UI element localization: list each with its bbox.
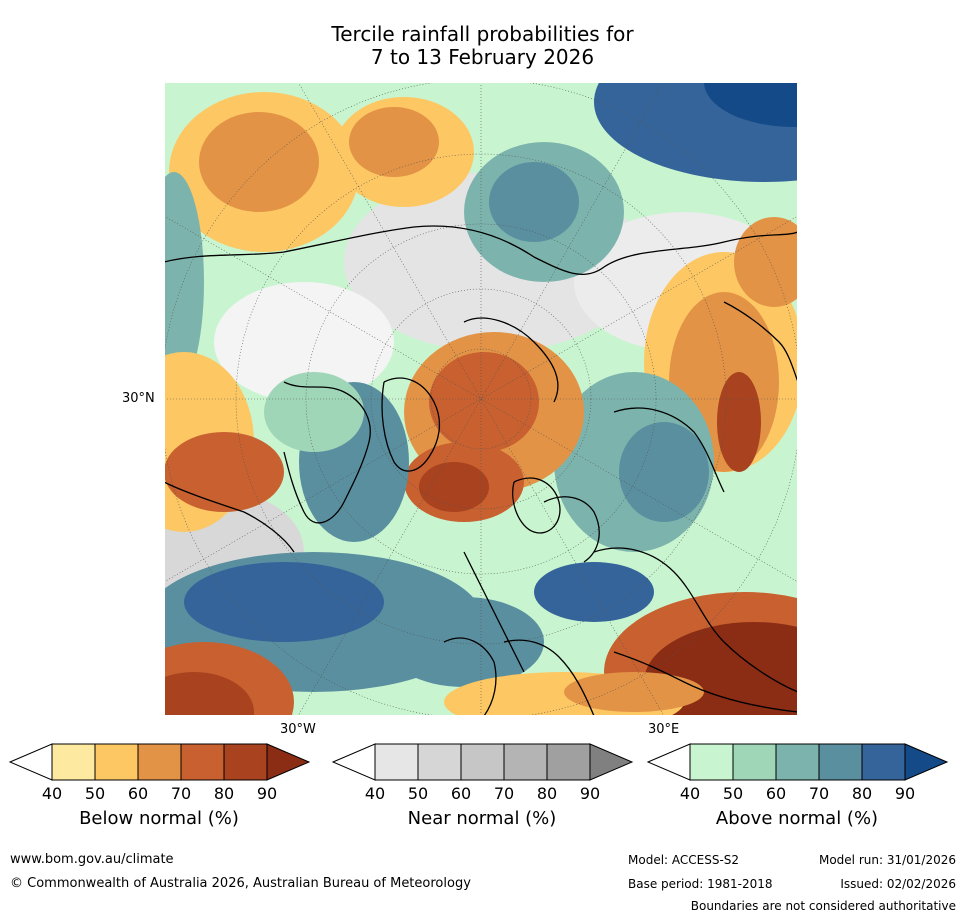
colorbar-near-normal [331, 743, 635, 781]
above-normal-region [164, 172, 204, 392]
below-normal-region [717, 372, 761, 472]
above-normal-region [534, 562, 654, 622]
cbar-below-segment-60-70 [137, 743, 182, 781]
above-normal-region [384, 597, 544, 687]
above-normal-region [619, 422, 709, 522]
cbar-below-segment-lt40 [8, 743, 53, 781]
below-normal-region [199, 112, 319, 212]
cbar1-tick-40: 40 [41, 784, 63, 803]
cbar-above-segment-40-50 [689, 743, 734, 781]
cbar2-tick-50: 50 [407, 784, 429, 803]
cbar-below-segment-80-90 [223, 743, 268, 781]
below-normal-region [429, 352, 539, 452]
above-normal-region [184, 562, 384, 642]
footer-url: www.bom.gov.au/climate [10, 852, 174, 867]
cbar1-tick-90: 90 [256, 784, 278, 803]
cbar3-tick-60: 60 [765, 784, 787, 803]
cbar2-tick-70: 70 [493, 784, 515, 803]
below-normal-region [349, 107, 439, 177]
graticule [164, 82, 798, 716]
cbar2-tick-90: 90 [579, 784, 601, 803]
below-normal-region [164, 432, 284, 512]
cbar-above-segment-lt40 [646, 743, 691, 781]
cbar3-tick-70: 70 [808, 784, 830, 803]
cbar-near-segment-lt40 [331, 743, 376, 781]
cbar3-tick-40: 40 [679, 784, 701, 803]
cbar1-tick-80: 80 [213, 784, 235, 803]
cbar-near-segment-70-80 [503, 743, 548, 781]
above-normal-region [704, 82, 798, 127]
footer-base-period: Base period: 1981-2018 [628, 877, 773, 891]
cbar-near-segment-60-70 [460, 743, 505, 781]
cbar-above-segment-70-80 [818, 743, 863, 781]
map-title-line1: Tercile rainfall probabilities for [331, 22, 634, 46]
cbar2-tick-40: 40 [364, 784, 386, 803]
cbar1-tick-60: 60 [127, 784, 149, 803]
cbar1-tick-50: 50 [84, 784, 106, 803]
cbar-below-segment-50-60 [94, 743, 139, 781]
rainfall-probability-map [164, 82, 798, 716]
cbar1-tick-70: 70 [170, 784, 192, 803]
cbar3-tick-80: 80 [851, 784, 873, 803]
map-svg [164, 82, 798, 716]
cbar-below-segment-70-80 [180, 743, 225, 781]
map-title-line2: 7 to 13 February 2026 [370, 45, 595, 69]
footer-model-run: Model run: 31/01/2026 [818, 853, 956, 867]
cbar-below-segment-gt90 [266, 743, 311, 781]
colorbar-below-normal [8, 743, 312, 781]
footer-model: Model: ACCESS-S2 [628, 853, 740, 867]
footer-issued: Issued: 02/02/2026 [840, 877, 956, 891]
cbar2-label: Near normal (%) [407, 808, 557, 829]
below-normal-region [734, 217, 798, 307]
above-normal-region [489, 162, 579, 242]
footer-disclaimer: Boundaries are not considered authoritat… [690, 899, 956, 913]
colorbar-above-normal [646, 743, 950, 781]
cbar-near-segment-80-90 [546, 743, 591, 781]
below-normal-region [564, 672, 704, 712]
cbar3-tick-50: 50 [722, 784, 744, 803]
lon-30e-label: 30°E [648, 722, 680, 737]
cbar2-tick-80: 80 [536, 784, 558, 803]
cbar-near-segment-40-50 [374, 743, 419, 781]
cbar-near-segment-gt90 [589, 743, 634, 781]
cbar3-tick-90: 90 [894, 784, 916, 803]
cbar3-label: Above normal (%) [715, 808, 879, 829]
cbar1-label: Below normal (%) [79, 808, 239, 829]
below-normal-region [419, 462, 489, 512]
lat-30n-label: 30°N [122, 391, 155, 406]
cbar-above-segment-80-90 [861, 743, 906, 781]
footer-copyright: © Commonwealth of Australia 2026, Austra… [10, 876, 471, 891]
cbar-above-segment-gt90 [904, 743, 949, 781]
above-normal-region [264, 372, 364, 452]
cbar-above-segment-60-70 [775, 743, 820, 781]
cbar2-tick-60: 60 [450, 784, 472, 803]
lon-30w-label: 30°W [280, 722, 316, 737]
cbar-above-segment-50-60 [732, 743, 777, 781]
cbar-below-segment-40-50 [51, 743, 96, 781]
below-normal-region [164, 672, 254, 716]
cbar-near-segment-50-60 [417, 743, 462, 781]
coastlines [164, 225, 798, 716]
near-normal-region [214, 282, 394, 402]
